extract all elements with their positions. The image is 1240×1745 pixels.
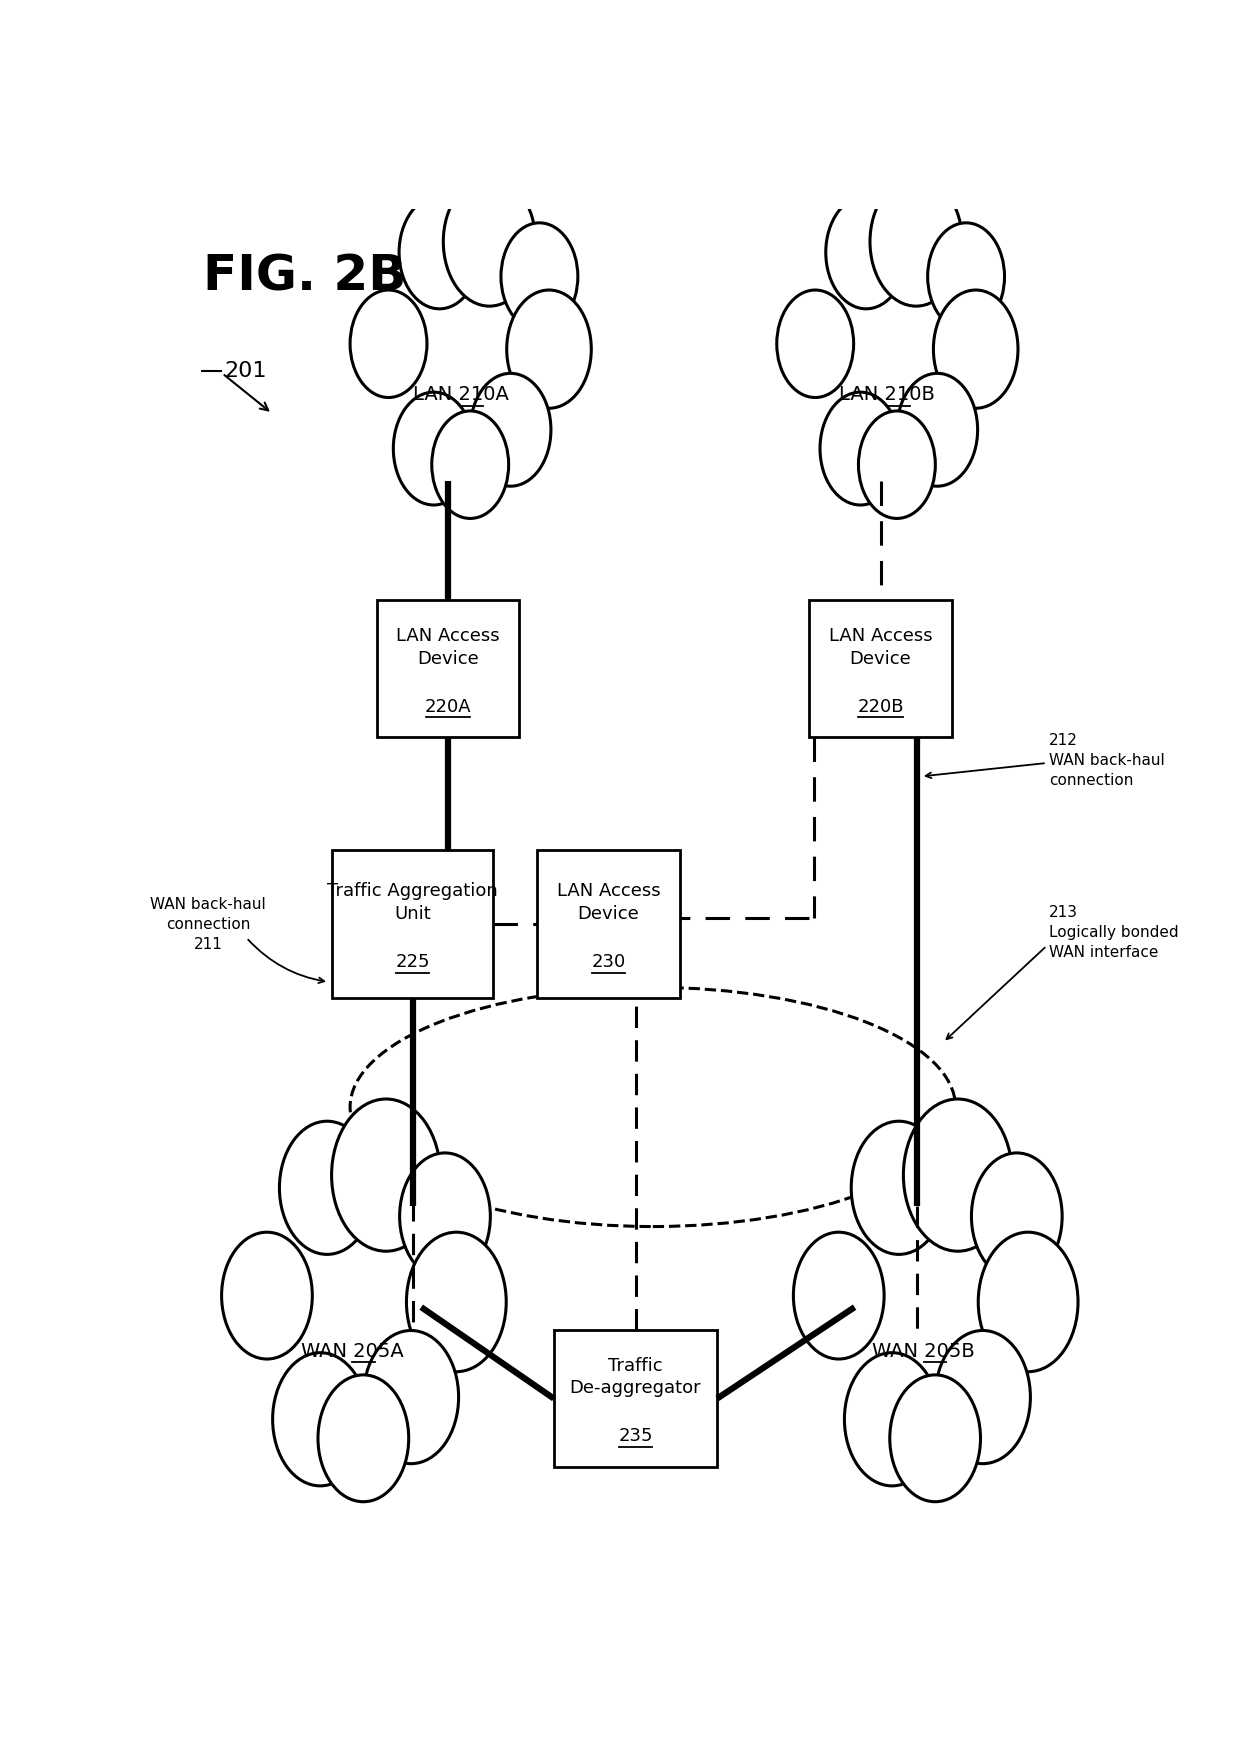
Text: 201: 201 xyxy=(224,361,267,380)
Circle shape xyxy=(501,223,578,330)
Text: LAN 210A: LAN 210A xyxy=(413,386,508,405)
Circle shape xyxy=(331,1099,440,1251)
Circle shape xyxy=(826,195,906,309)
Circle shape xyxy=(934,290,1018,408)
Circle shape xyxy=(904,1099,1012,1251)
Circle shape xyxy=(407,1232,506,1372)
Text: WAN 205B: WAN 205B xyxy=(873,1342,975,1361)
Circle shape xyxy=(432,412,508,518)
Text: LAN Access
Device: LAN Access Device xyxy=(397,626,500,668)
Text: Traffic
De-aggregator: Traffic De-aggregator xyxy=(569,1356,702,1398)
Text: LAN Access
Device: LAN Access Device xyxy=(557,883,661,923)
Text: 220A: 220A xyxy=(425,698,471,715)
Circle shape xyxy=(444,178,536,305)
Text: 225: 225 xyxy=(396,953,430,970)
Circle shape xyxy=(794,1232,884,1359)
FancyBboxPatch shape xyxy=(554,1330,717,1468)
Circle shape xyxy=(470,373,551,487)
Text: 230: 230 xyxy=(591,953,626,970)
Circle shape xyxy=(851,1122,946,1255)
Circle shape xyxy=(870,178,962,305)
Circle shape xyxy=(820,393,900,504)
Circle shape xyxy=(273,1352,368,1487)
FancyBboxPatch shape xyxy=(810,600,951,738)
Circle shape xyxy=(858,412,935,518)
Circle shape xyxy=(928,223,1004,330)
Circle shape xyxy=(399,1153,490,1279)
Text: 213
Logically bonded
WAN interface: 213 Logically bonded WAN interface xyxy=(1049,906,1178,960)
Circle shape xyxy=(363,1330,459,1464)
Circle shape xyxy=(279,1122,374,1255)
Text: WAN 205A: WAN 205A xyxy=(300,1342,403,1361)
Circle shape xyxy=(399,195,480,309)
Circle shape xyxy=(971,1153,1063,1279)
Text: 235: 235 xyxy=(619,1427,652,1445)
Circle shape xyxy=(393,393,474,504)
Text: WAN back-haul
connection
211: WAN back-haul connection 211 xyxy=(150,897,265,951)
Text: LAN Access
Device: LAN Access Device xyxy=(828,626,932,668)
Text: 220B: 220B xyxy=(857,698,904,715)
Text: Traffic Aggregation
Unit: Traffic Aggregation Unit xyxy=(327,883,498,923)
Circle shape xyxy=(978,1232,1078,1372)
FancyBboxPatch shape xyxy=(332,850,494,998)
Circle shape xyxy=(897,373,977,487)
FancyBboxPatch shape xyxy=(537,850,680,998)
Circle shape xyxy=(350,290,427,398)
Circle shape xyxy=(317,1375,409,1502)
Circle shape xyxy=(776,290,853,398)
Circle shape xyxy=(890,1375,981,1502)
Text: FIG. 2B: FIG. 2B xyxy=(203,253,407,300)
Circle shape xyxy=(935,1330,1030,1464)
Circle shape xyxy=(222,1232,312,1359)
Text: LAN 210B: LAN 210B xyxy=(839,386,935,405)
Circle shape xyxy=(844,1352,940,1487)
Text: 212
WAN back-haul
connection: 212 WAN back-haul connection xyxy=(1049,733,1164,787)
Circle shape xyxy=(507,290,591,408)
FancyBboxPatch shape xyxy=(377,600,520,738)
